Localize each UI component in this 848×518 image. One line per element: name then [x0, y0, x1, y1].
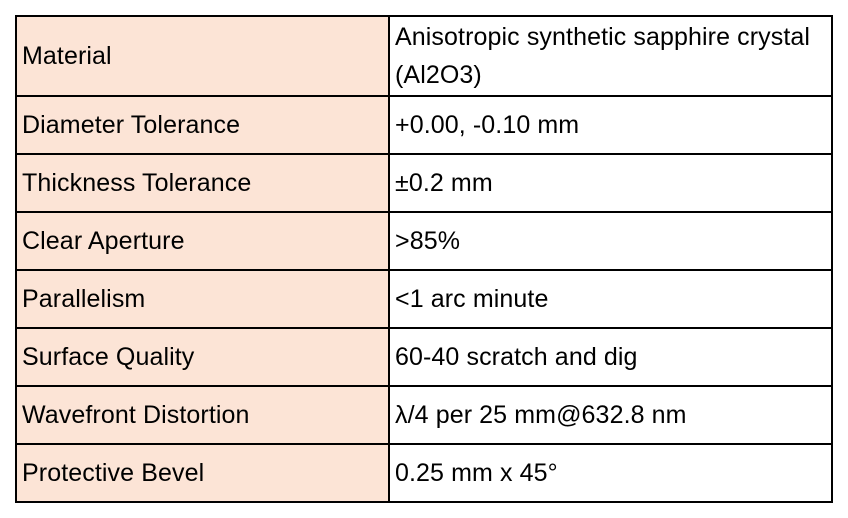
table-row-parallelism: Parallelism <1 arc minute — [15, 269, 833, 329]
table-row-material: Material Anisotropic synthetic sapphire … — [15, 15, 833, 97]
row-label: Diameter Tolerance — [15, 95, 390, 155]
row-label: Parallelism — [15, 269, 390, 329]
table-row-wavefront-distortion: Wavefront Distortion λ/4 per 25 mm@632.8… — [15, 385, 833, 445]
row-value: Anisotropic synthetic sapphire crystal (… — [388, 15, 833, 97]
row-value: <1 arc minute — [388, 269, 833, 329]
table-row-surface-quality: Surface Quality 60-40 scratch and dig — [15, 327, 833, 387]
row-value: +0.00, -0.10 mm — [388, 95, 833, 155]
table-row-diameter-tolerance: Diameter Tolerance +0.00, -0.10 mm — [15, 95, 833, 155]
row-value: 60-40 scratch and dig — [388, 327, 833, 387]
row-label: Wavefront Distortion — [15, 385, 390, 445]
row-label: Thickness Tolerance — [15, 153, 390, 213]
material-value-text: Anisotropic synthetic sapphire crystal (… — [395, 23, 811, 89]
row-value: λ/4 per 25 mm@632.8 nm — [388, 385, 833, 445]
table-row-thickness-tolerance: Thickness Tolerance ±0.2 mm — [15, 153, 833, 213]
row-value: 0.25 mm x 45° — [388, 443, 833, 503]
table-row-protective-bevel: Protective Bevel 0.25 mm x 45° — [15, 443, 833, 503]
row-label: Protective Bevel — [15, 443, 390, 503]
specifications-table: Material Anisotropic synthetic sapphire … — [15, 15, 833, 503]
row-label: Clear Aperture — [15, 211, 390, 271]
row-value: >85% — [388, 211, 833, 271]
table-row-clear-aperture: Clear Aperture >85% — [15, 211, 833, 271]
row-label: Material — [15, 15, 390, 97]
row-label: Surface Quality — [15, 327, 390, 387]
row-value: ±0.2 mm — [388, 153, 833, 213]
